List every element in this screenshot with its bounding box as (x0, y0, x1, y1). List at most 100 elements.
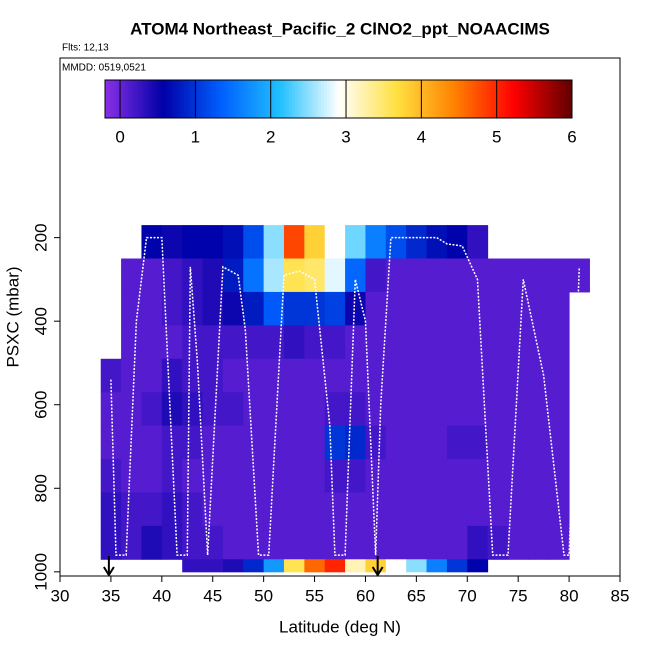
colorbar-swatch (195, 80, 199, 118)
heat-cell (304, 459, 326, 493)
heat-cell (467, 358, 489, 393)
heat-cell (121, 325, 142, 360)
heat-cell (263, 325, 285, 360)
heat-cell (141, 425, 163, 460)
heat-cell (284, 425, 305, 460)
arrow-head (371, 566, 384, 577)
heat-cell (345, 459, 366, 493)
heat-cell (243, 459, 265, 493)
heat-cell (243, 291, 265, 326)
heat-cell (385, 325, 407, 360)
colorbar-swatch (312, 80, 316, 118)
colorbar-swatch (142, 80, 147, 118)
heat-cell (141, 358, 163, 393)
y-axis-label: PSXC (mbar) (3, 266, 22, 367)
colorbar-swatch (370, 80, 375, 118)
colorbar-swatch (557, 80, 561, 118)
colorbar-swatch (315, 80, 319, 118)
heat-cell (222, 525, 244, 560)
heat-cell (141, 492, 163, 527)
heat-cell (385, 425, 407, 460)
heat-cell (487, 459, 509, 493)
heat-cell (284, 459, 305, 493)
heat-cell (284, 392, 305, 427)
heat-cell (446, 291, 468, 326)
heat-cell (304, 358, 326, 393)
y-tick-label: 800 (31, 474, 50, 502)
heat-cell (508, 325, 529, 360)
x-tick-label: 30 (51, 586, 70, 605)
heat-cell (487, 392, 509, 427)
colorbar-tick-label: 6 (567, 127, 576, 146)
heat-cell (446, 425, 468, 460)
heat-cell (406, 492, 428, 527)
colorbar-swatch (513, 80, 518, 118)
colorbar-swatch (262, 80, 267, 118)
heat-cell (385, 358, 407, 393)
colorbar-swatch (449, 80, 453, 118)
colorbar-swatch (408, 80, 412, 118)
heat-cell (324, 459, 346, 493)
heat-cell (202, 392, 224, 427)
colorbar-swatch (496, 80, 500, 118)
colorbar-swatch (504, 80, 509, 118)
heat-cell (121, 291, 142, 326)
heat-cell (467, 425, 489, 460)
colorbar-swatch (320, 80, 325, 118)
colorbar-swatch (551, 80, 555, 118)
heat-cell (467, 459, 489, 493)
heat-cell (385, 258, 407, 293)
heat-cell (222, 492, 244, 527)
colorbar-swatch (256, 80, 261, 118)
annotation: MMDD: 0519,0521 (62, 63, 146, 74)
colorbar-swatch (306, 80, 310, 118)
heat-cell (121, 492, 142, 527)
heat-cell (548, 525, 570, 560)
heat-cell (182, 425, 204, 460)
heat-cell (446, 459, 468, 493)
colorbar-swatch (525, 80, 529, 118)
heat-cell (121, 358, 142, 393)
heat-cell (141, 225, 163, 260)
heat-cell (487, 291, 509, 326)
colorbar-swatch (478, 80, 483, 118)
heat-cell (324, 358, 346, 393)
heat-cell (182, 291, 204, 326)
colorbar-swatch (545, 80, 550, 118)
heat-cell (284, 258, 305, 293)
heat-cell (385, 291, 407, 326)
heat-cell (508, 459, 529, 493)
colorbar-swatch (428, 80, 433, 118)
heat-cell (487, 358, 509, 393)
colorbar-swatch (332, 80, 337, 118)
heat-cell (406, 325, 428, 360)
colorbar-swatch (107, 80, 112, 118)
heat-cell (446, 225, 468, 260)
heat-cell (345, 358, 366, 393)
heat-cell (161, 459, 183, 493)
heat-cell (202, 559, 224, 573)
heat-cell (182, 492, 204, 527)
heat-cell (528, 325, 550, 360)
colorbar-swatch (443, 80, 447, 118)
heat-cell (528, 291, 550, 326)
colorbar-swatch (566, 80, 570, 118)
heat-cell (548, 358, 570, 393)
heat-cell (446, 525, 468, 560)
heat-cell (324, 258, 346, 293)
colorbar-swatch (414, 80, 418, 118)
heat-cell (202, 258, 224, 293)
colorbar-tick-label: 1 (191, 127, 200, 146)
heat-cell (385, 492, 407, 527)
heat-cell (141, 392, 163, 427)
heat-cell (100, 525, 122, 560)
heat-cell (284, 559, 305, 573)
colorbar-swatch (455, 80, 459, 118)
colorbar-swatch (250, 80, 255, 118)
colorbar-swatch (154, 80, 159, 118)
colorbar-swatch (166, 80, 170, 118)
colorbar-swatch (227, 80, 232, 118)
colorbar-swatch (507, 80, 512, 118)
heat-cell (406, 425, 428, 460)
heat-cell (426, 258, 448, 293)
